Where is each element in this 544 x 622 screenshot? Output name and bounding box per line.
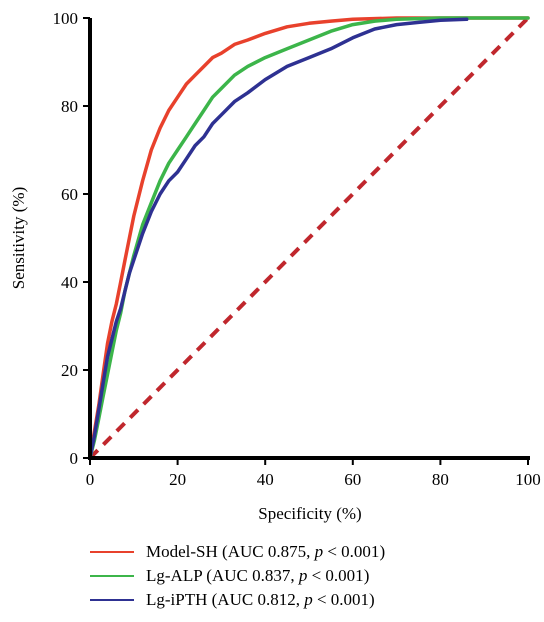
legend-series-name: Lg-iPTH bbox=[146, 590, 208, 609]
series-line-lg-alp bbox=[88, 16, 530, 460]
x-tick-label: 40 bbox=[257, 470, 274, 489]
legend-item-lg-ipth: Lg-iPTH (AUC 0.812, p < 0.001) bbox=[90, 588, 385, 612]
legend-auc: 0.812 bbox=[257, 590, 296, 609]
x-tick-label: 60 bbox=[344, 470, 361, 489]
axes bbox=[88, 18, 530, 460]
y-tick-label: 40 bbox=[61, 273, 78, 292]
legend-p-symbol: p bbox=[314, 542, 324, 561]
x-axis-title: Specificity (%) bbox=[258, 504, 361, 523]
legend-series-name: Lg-ALP bbox=[146, 566, 203, 585]
y-tick-label: 60 bbox=[61, 185, 78, 204]
legend-p-value: < 0.001 bbox=[327, 542, 380, 561]
x-tick-label: 0 bbox=[86, 470, 95, 489]
y-tick-label: 100 bbox=[53, 9, 79, 28]
series-line-lg-ipth bbox=[88, 17, 469, 460]
legend-swatch bbox=[90, 551, 134, 553]
legend-auc: 0.875 bbox=[267, 542, 307, 561]
legend-swatch bbox=[90, 575, 134, 577]
legend-item-lg-alp: Lg-ALP (AUC 0.837, p < 0.001) bbox=[90, 564, 385, 588]
y-tick-label: 0 bbox=[70, 449, 79, 468]
y-tick-label: 20 bbox=[61, 361, 78, 380]
x-tick-label: 100 bbox=[515, 470, 541, 489]
legend-p-value: < 0.001 bbox=[316, 590, 370, 609]
y-axis-title: Sensitivity (%) bbox=[9, 187, 28, 289]
reference-diagonal-line bbox=[88, 16, 530, 460]
x-tick-label: 20 bbox=[169, 470, 186, 489]
legend-p-value: < 0.001 bbox=[311, 566, 364, 585]
legend-item-model-sh: Model-SH (AUC 0.875, p < 0.001) bbox=[90, 540, 385, 564]
legend-swatch bbox=[90, 599, 134, 601]
roc-chart: 0 20 40 60 80 100 0 20 40 60 80 100 Specificity (%)… bbox=[9, 9, 541, 523]
legend-series-name: Model-SH bbox=[146, 542, 218, 561]
ticks: 0 20 40 60 80 100 0 20 40 60 80 100 bbox=[53, 9, 541, 489]
plot-area bbox=[88, 16, 530, 460]
y-tick-label: 80 bbox=[61, 97, 78, 116]
legend-auc: 0.837 bbox=[252, 566, 291, 585]
legend: Model-SH (AUC 0.875, p < 0.001) Lg-ALP (… bbox=[90, 540, 385, 612]
legend-p-symbol: p bbox=[298, 566, 308, 585]
series-line-model-sh bbox=[88, 16, 530, 460]
x-tick-label: 80 bbox=[432, 470, 449, 489]
legend-p-symbol: p bbox=[304, 590, 313, 609]
